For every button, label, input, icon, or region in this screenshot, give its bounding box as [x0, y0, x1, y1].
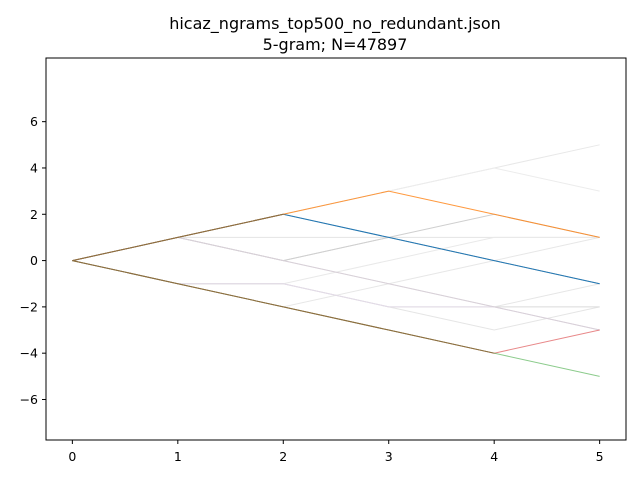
y-tick-label: −6	[20, 392, 38, 407]
series-line-1	[72, 167, 600, 262]
y-tick-label: −2	[20, 299, 38, 314]
x-tick-label: 5	[596, 449, 604, 464]
series-line-4	[72, 236, 600, 285]
series-line-15	[72, 260, 495, 354]
y-tick-label: −4	[20, 346, 38, 361]
y-tick-label: 4	[30, 160, 38, 175]
series-line-7	[72, 260, 600, 308]
chart-subtitle: 5-gram; N=47897	[263, 35, 408, 54]
x-axis: 0 1 2 3 4 5	[68, 440, 604, 464]
x-tick-label: 4	[490, 449, 498, 464]
series-line-12	[72, 236, 600, 331]
series-line-18	[72, 213, 284, 262]
chart-title: hicaz_ngrams_top500_no_redundant.json	[169, 14, 501, 34]
y-tick-label: 2	[30, 207, 38, 222]
x-tick-label: 3	[385, 449, 393, 464]
x-tick-label: 0	[68, 449, 76, 464]
x-tick-label: 2	[279, 449, 287, 464]
plot-frame	[45, 57, 627, 441]
y-tick-label: 0	[30, 253, 38, 268]
series-line-8	[72, 260, 600, 331]
y-tick-label: 6	[30, 114, 38, 129]
y-axis: −6 −4 −2 0 2 4 6	[20, 114, 46, 407]
x-tick-label: 1	[174, 449, 182, 464]
series-line-9	[72, 236, 600, 285]
series-layer	[72, 144, 600, 377]
